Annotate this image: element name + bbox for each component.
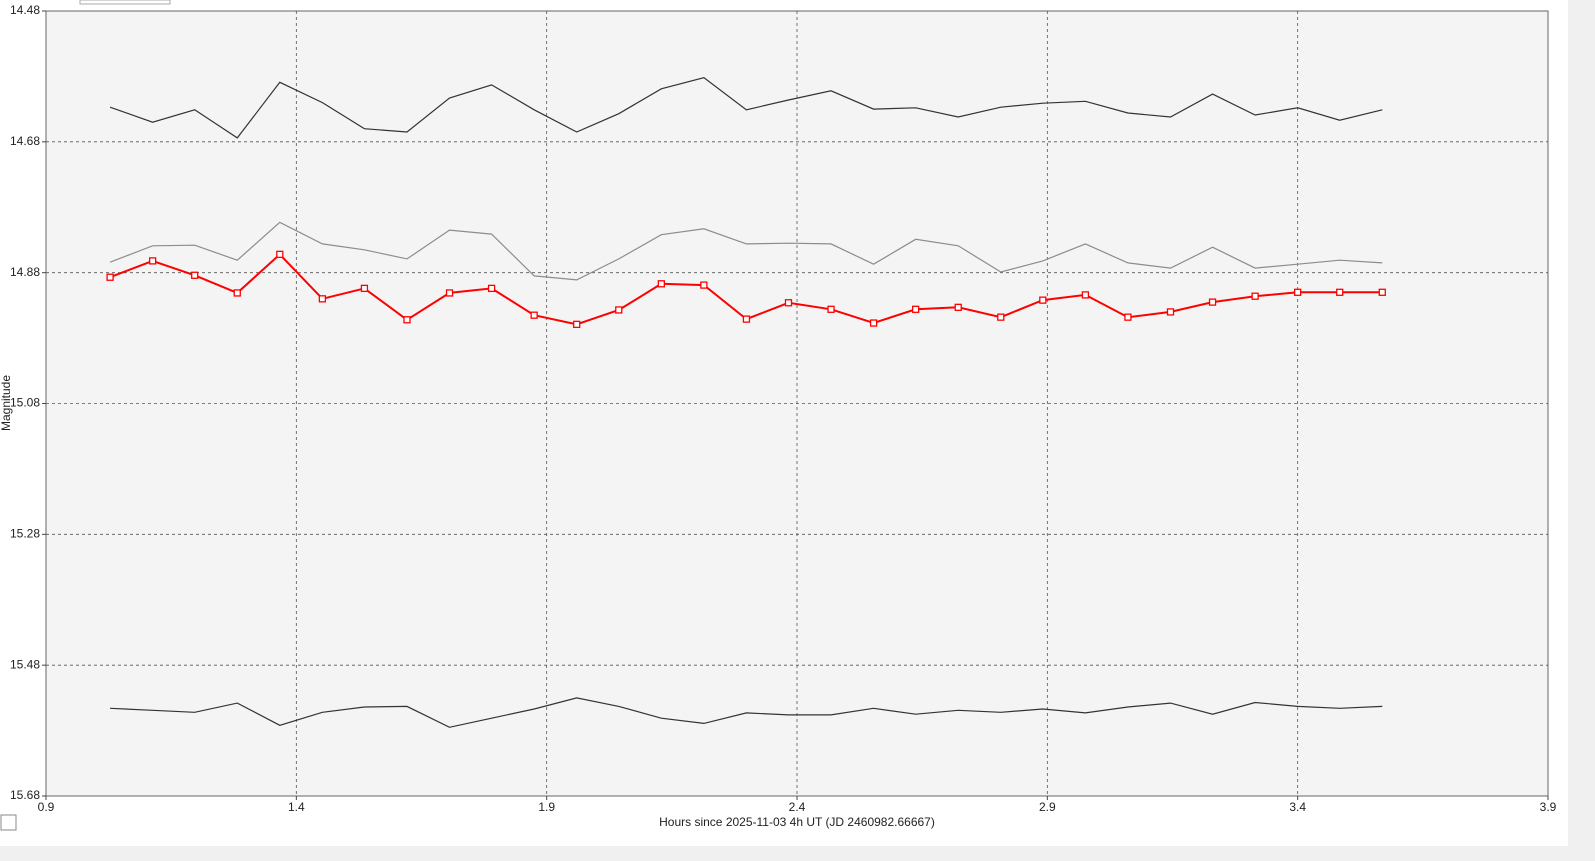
point — [869, 319, 878, 327]
point — [700, 281, 708, 289]
y-tick-label: 15.08 — [10, 396, 40, 410]
x-tick-label: 3.9 — [1540, 800, 1557, 814]
x-tick-label: 0.9 — [38, 800, 55, 814]
point — [742, 315, 751, 323]
point — [530, 311, 538, 319]
x-tick-label: 2.9 — [1039, 800, 1056, 814]
series-line — [109, 221, 1383, 281]
y-axis-label: Magnitude — [0, 375, 13, 431]
point — [1251, 292, 1259, 300]
point — [1336, 288, 1344, 296]
point — [827, 305, 835, 313]
point — [106, 273, 114, 281]
series-line — [110, 697, 1383, 728]
x-axis-label: Hours since 2025-11-03 4h UT (JD 2460982… — [659, 815, 935, 829]
point — [1166, 308, 1175, 316]
point — [784, 299, 793, 307]
point — [1208, 298, 1217, 306]
point — [997, 313, 1005, 321]
point — [191, 271, 199, 279]
y-tick-label: 14.88 — [10, 265, 40, 279]
series-line — [109, 77, 1383, 139]
x-tick-label: 2.4 — [789, 800, 806, 814]
point — [615, 306, 623, 314]
y-tick-label: 15.68 — [10, 788, 40, 802]
point — [1124, 313, 1132, 321]
x-tick-label: 1.4 — [288, 800, 305, 814]
point — [954, 303, 962, 311]
point — [487, 284, 496, 293]
top-widget — [79, 0, 171, 5]
point — [318, 295, 327, 303]
point — [360, 284, 369, 293]
y-tick-label: 14.68 — [10, 134, 40, 148]
point — [233, 289, 241, 297]
point — [1039, 296, 1047, 304]
x-tick-label: 1.9 — [538, 800, 555, 814]
button[interactable] — [0, 814, 17, 831]
point — [403, 316, 411, 324]
point — [912, 305, 920, 313]
point — [276, 250, 284, 259]
point — [657, 280, 665, 288]
point — [1378, 288, 1386, 296]
point — [148, 257, 157, 265]
y-tick-label: 14.48 — [10, 3, 40, 17]
x-tick-label: 3.4 — [1289, 800, 1306, 814]
y-tick-label: 15.28 — [10, 527, 40, 541]
point — [573, 320, 581, 328]
point — [445, 289, 454, 297]
point — [1081, 291, 1090, 299]
point — [1294, 288, 1302, 296]
y-tick-label: 15.48 — [10, 657, 40, 671]
